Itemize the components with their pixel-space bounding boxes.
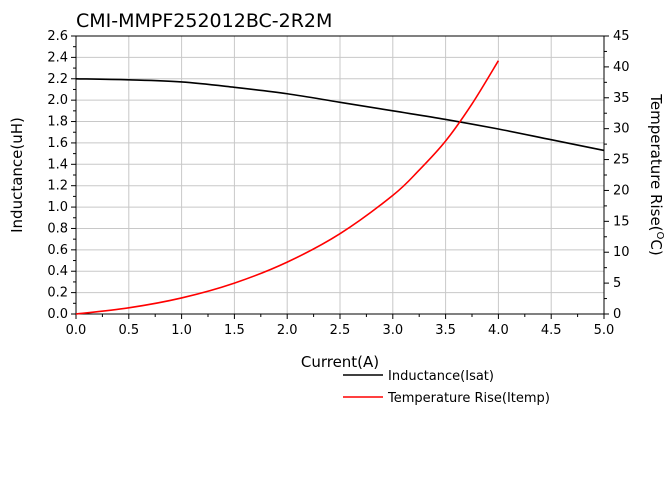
- y2-tick-label: 30: [613, 122, 630, 137]
- y-tick-label: 0.2: [47, 286, 68, 301]
- y-tick-label: 0.4: [47, 264, 68, 279]
- x-tick-label: 2.0: [277, 323, 298, 338]
- y2-tick-label: 40: [613, 60, 630, 75]
- y-tick-label: 1.6: [47, 136, 68, 151]
- y-tick-label: 1.0: [47, 200, 68, 215]
- series-line-inductance: [75, 77, 605, 152]
- y-tick-label: 2.0: [47, 93, 68, 108]
- y2-tick-label: 15: [613, 214, 630, 229]
- y2-tick-label: 20: [613, 183, 630, 198]
- y2-tick-label: 10: [613, 245, 630, 260]
- x-tick-label: 3.5: [435, 323, 456, 338]
- series-group: [75, 60, 605, 315]
- series-line-temperature: [75, 60, 500, 315]
- y2-tick-label: 35: [613, 91, 630, 106]
- x-tick-label: 1.0: [171, 323, 192, 338]
- x-tick-label: 0.0: [66, 323, 87, 338]
- y2-tick-label: 45: [613, 29, 630, 44]
- ticks: 0.0 0.5 1.0 1.5 2.0 2.5 3.0 3.5 4.0 4.5 5.0 0.0 0.2 0…: [47, 29, 629, 338]
- legend-label-inductance: Inductance(Isat): [388, 369, 494, 384]
- grid: [76, 36, 604, 314]
- x-axis-title: Current(A): [301, 353, 379, 371]
- x-tick-label: 2.5: [330, 323, 351, 338]
- y-tick-label: 1.4: [47, 157, 68, 172]
- y2-tick-label: 5: [613, 276, 621, 291]
- chart-title: CMI-MMPF252012BC-2R2M: [76, 10, 332, 32]
- legend: Inductance(Isat) Temperature Rise(Itemp): [343, 369, 550, 406]
- y-tick-label: 1.2: [47, 179, 68, 194]
- x-tick-label: 4.0: [488, 323, 509, 338]
- y-tick-label: 0.6: [47, 243, 68, 258]
- y-tick-label: 2.2: [47, 72, 68, 87]
- x-tick-label: 1.5: [224, 323, 245, 338]
- y-tick-label: 1.8: [47, 115, 68, 130]
- y-tick-label: 2.6: [47, 29, 68, 44]
- x-tick-label: 4.5: [541, 323, 562, 338]
- x-tick-label: 3.0: [382, 323, 403, 338]
- y-tick-label: 0.0: [47, 307, 68, 322]
- x-tick-label: 5.0: [594, 323, 615, 338]
- x-tick-label: 0.5: [118, 323, 139, 338]
- legend-label-temperature: Temperature Rise(Itemp): [387, 391, 550, 406]
- y2-tick-label: 25: [613, 153, 630, 168]
- y-tick-label: 0.8: [47, 221, 68, 236]
- y-tick-label: 2.4: [47, 50, 68, 65]
- y2-tick-label: 0: [613, 307, 621, 322]
- y-axis-title: Inductance(uH): [8, 117, 26, 233]
- y2-axis-title: Temperature Rise(OC): [647, 93, 665, 255]
